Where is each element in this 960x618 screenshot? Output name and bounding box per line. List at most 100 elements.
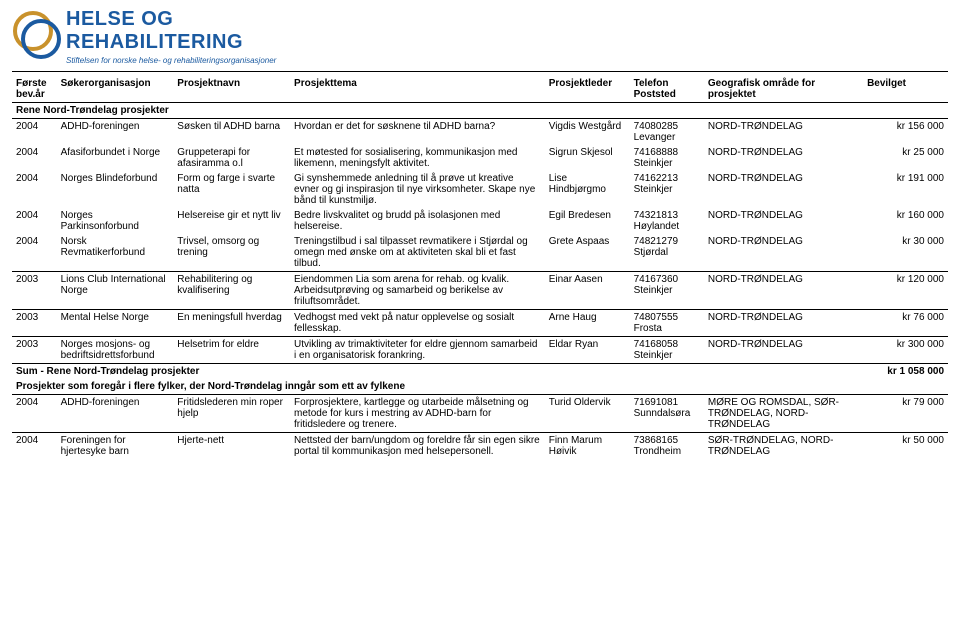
cell-phone: 74821279 Stjørdal — [630, 234, 704, 272]
cell-name: Hjerte-nett — [173, 433, 290, 460]
table-row: 2004Norges ParkinsonforbundHelsereise gi… — [12, 208, 948, 234]
cell-org: ADHD-foreningen — [57, 395, 174, 433]
header: HELSE OG REHABILITERING Stiftelsen for n… — [12, 8, 948, 72]
cell-region: NORD-TRØNDELAG — [704, 119, 863, 146]
cell-tema: Et møtested for sosialisering, kommunika… — [290, 145, 545, 171]
cell-region: NORD-TRØNDELAG — [704, 145, 863, 171]
cell-year: 2003 — [12, 310, 57, 337]
cell-amt: kr 50 000 — [863, 433, 948, 460]
cell-tema: Hvordan er det for søsknene til ADHD bar… — [290, 119, 545, 146]
cell-name: En meningsfull hverdag — [173, 310, 290, 337]
sum-row: Sum - Rene Nord-Trøndelag prosjekterkr 1… — [12, 364, 948, 380]
cell-name: Gruppeterapi for afasiramma o.l — [173, 145, 290, 171]
cell-region: NORD-TRØNDELAG — [704, 310, 863, 337]
cell-name: Helsetrim for eldre — [173, 337, 290, 364]
table-row: 2004Afasiforbundet i NorgeGruppeterapi f… — [12, 145, 948, 171]
cell-leader: Lise Hindbjørgmo — [545, 171, 630, 208]
cell-leader: Eldar Ryan — [545, 337, 630, 364]
cell-amt: kr 76 000 — [863, 310, 948, 337]
cell-phone: 74321813 Høylandet — [630, 208, 704, 234]
cell-phone: 71691081 Sunndalsøra — [630, 395, 704, 433]
cell-region: NORD-TRØNDELAG — [704, 171, 863, 208]
cell-amt: kr 25 000 — [863, 145, 948, 171]
table-row: 2004Foreningen for hjertesyke barnHjerte… — [12, 433, 948, 460]
cell-tema: Treningstilbud i sal tilpasset revmatike… — [290, 234, 545, 272]
cell-name: Fritidslederen min roper hjelp — [173, 395, 290, 433]
cell-year: 2004 — [12, 234, 57, 272]
col-header: Telefon Poststed — [630, 76, 704, 103]
cell-year: 2003 — [12, 272, 57, 310]
cell-org: ADHD-foreningen — [57, 119, 174, 146]
cell-name: Trivsel, omsorg og trening — [173, 234, 290, 272]
cell-name: Søsken til ADHD barna — [173, 119, 290, 146]
cell-region: NORD-TRØNDELAG — [704, 272, 863, 310]
cell-year: 2004 — [12, 119, 57, 146]
cell-org: Foreningen for hjertesyke barn — [57, 433, 174, 460]
cell-region: SØR-TRØNDELAG, NORD-TRØNDELAG — [704, 433, 863, 460]
cell-amt: kr 300 000 — [863, 337, 948, 364]
table-row: 2004ADHD-foreningenFritidslederen min ro… — [12, 395, 948, 433]
cell-tema: Vedhogst med vekt på natur opplevelse og… — [290, 310, 545, 337]
cell-leader: Einar Aasen — [545, 272, 630, 310]
cell-tema: Utvikling av trimaktiviteter for eldre g… — [290, 337, 545, 364]
cell-amt: kr 191 000 — [863, 171, 948, 208]
col-header: Første bev.år — [12, 76, 57, 103]
section-title-row: Rene Nord-Trøndelag prosjekter — [12, 103, 948, 119]
cell-org: Norges mosjons- og bedriftsidrettsforbun… — [57, 337, 174, 364]
cell-tema: Eiendommen Lia som arena for rehab. og k… — [290, 272, 545, 310]
section-title: Prosjekter som foregår i flere fylker, d… — [12, 379, 948, 395]
col-header: Prosjektleder — [545, 76, 630, 103]
cell-name: Helsereise gir et nytt liv — [173, 208, 290, 234]
section-title-row: Prosjekter som foregår i flere fylker, d… — [12, 379, 948, 395]
col-header: Geografisk område for prosjektet — [704, 76, 863, 103]
cell-amt: kr 120 000 — [863, 272, 948, 310]
cell-leader: Vigdis Westgård — [545, 119, 630, 146]
cell-year: 2004 — [12, 145, 57, 171]
col-header: Prosjekttema — [290, 76, 545, 103]
cell-tema: Bedre livskvalitet og brudd på isolasjon… — [290, 208, 545, 234]
col-header: Søkerorganisasjon — [57, 76, 174, 103]
cell-phone: 74168888 Steinkjer — [630, 145, 704, 171]
cell-tema: Nettsted der barn/ungdom og foreldre får… — [290, 433, 545, 460]
cell-org: Norsk Revmatikerforbund — [57, 234, 174, 272]
cell-year: 2004 — [12, 208, 57, 234]
cell-leader: Finn Marum Høivik — [545, 433, 630, 460]
col-header: Bevilget — [863, 76, 948, 103]
logo-line1: HELSE OG — [66, 8, 276, 31]
cell-org: Afasiforbundet i Norge — [57, 145, 174, 171]
cell-phone: 74168058 Steinkjer — [630, 337, 704, 364]
cell-region: NORD-TRØNDELAG — [704, 208, 863, 234]
logo-subtitle: Stiftelsen for norske helse- og rehabili… — [66, 56, 276, 65]
cell-amt: kr 30 000 — [863, 234, 948, 272]
cell-year: 2003 — [12, 337, 57, 364]
table-row: 2004Norges BlindeforbundForm og farge i … — [12, 171, 948, 208]
table-row: 2004ADHD-foreningenSøsken til ADHD barna… — [12, 119, 948, 146]
cell-name: Rehabilitering og kvalifisering — [173, 272, 290, 310]
section-title: Rene Nord-Trøndelag prosjekter — [12, 103, 948, 119]
cell-name: Form og farge i svarte natta — [173, 171, 290, 208]
table-row: 2003Mental Helse NorgeEn meningsfull hve… — [12, 310, 948, 337]
cell-leader: Arne Haug — [545, 310, 630, 337]
cell-year: 2004 — [12, 171, 57, 208]
cell-year: 2004 — [12, 395, 57, 433]
cell-region: NORD-TRØNDELAG — [704, 337, 863, 364]
cell-org: Norges Parkinsonforbund — [57, 208, 174, 234]
cell-amt: kr 160 000 — [863, 208, 948, 234]
cell-amt: kr 79 000 — [863, 395, 948, 433]
table-header-row: Første bev.år Søkerorganisasjon Prosjekt… — [12, 76, 948, 103]
table-row: 2003Norges mosjons- og bedriftsidrettsfo… — [12, 337, 948, 364]
cell-leader: Sigrun Skjesol — [545, 145, 630, 171]
table-row: 2003Lions Club International NorgeRehabi… — [12, 272, 948, 310]
sum-label: Sum - Rene Nord-Trøndelag prosjekter — [12, 364, 863, 380]
cell-org: Lions Club International Norge — [57, 272, 174, 310]
cell-phone: 74080285 Levanger — [630, 119, 704, 146]
cell-region: NORD-TRØNDELAG — [704, 234, 863, 272]
cell-phone: 74162213 Steinkjer — [630, 171, 704, 208]
cell-leader: Turid Oldervik — [545, 395, 630, 433]
sum-value: kr 1 058 000 — [863, 364, 948, 380]
cell-tema: Gi synshemmede anledning til å prøve ut … — [290, 171, 545, 208]
cell-leader: Grete Aspaas — [545, 234, 630, 272]
cell-region: MØRE OG ROMSDAL, SØR-TRØNDELAG, NORD-TRØ… — [704, 395, 863, 433]
projects-table: Første bev.år Søkerorganisasjon Prosjekt… — [12, 76, 948, 459]
cell-amt: kr 156 000 — [863, 119, 948, 146]
